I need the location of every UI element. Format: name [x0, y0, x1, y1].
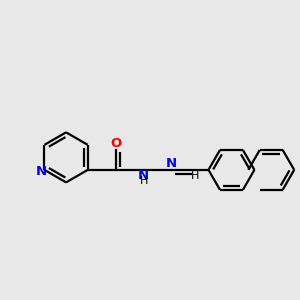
- Text: N: N: [138, 169, 149, 182]
- Text: H: H: [140, 176, 148, 186]
- Text: H: H: [191, 171, 200, 181]
- Text: O: O: [110, 137, 122, 151]
- Text: N: N: [35, 165, 46, 178]
- Text: N: N: [166, 158, 177, 170]
